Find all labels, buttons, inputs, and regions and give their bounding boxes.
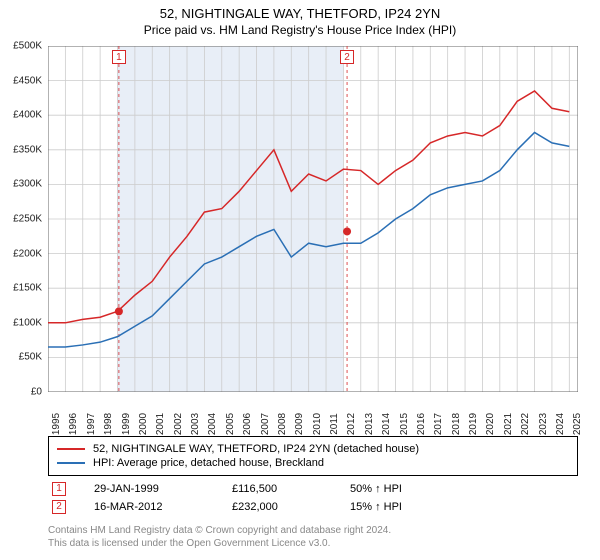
legend: 52, NIGHTINGALE WAY, THETFORD, IP24 2YN … [48, 436, 578, 476]
x-tick-label: 2021 [503, 413, 514, 435]
chart-title: 52, NIGHTINGALE WAY, THETFORD, IP24 2YN [0, 6, 600, 21]
x-tick-label: 2023 [538, 413, 549, 435]
y-tick-label: £200K [13, 248, 42, 259]
x-tick-label: 2016 [416, 413, 427, 435]
x-tick-label: 2009 [294, 413, 305, 435]
y-tick-label: £0 [31, 387, 42, 398]
sale-marker: 2 [340, 50, 354, 64]
legend-label: HPI: Average price, detached house, Brec… [93, 457, 324, 469]
y-tick-label: £100K [13, 317, 42, 328]
sale-marker: 1 [112, 50, 126, 64]
x-tick-label: 2004 [207, 413, 218, 435]
y-tick-label: £300K [13, 179, 42, 190]
data-point-delta: 50% ↑ HPI [350, 483, 402, 495]
x-tick-label: 2003 [190, 413, 201, 435]
legend-swatch [57, 462, 85, 464]
x-tick-label: 2018 [451, 413, 462, 435]
x-tick-label: 2011 [329, 413, 340, 435]
x-tick-label: 2002 [173, 413, 184, 435]
data-point-delta: 15% ↑ HPI [350, 501, 402, 513]
x-tick-label: 1997 [86, 413, 97, 435]
legend-swatch [57, 448, 85, 450]
sale-data-points: 1 29-JAN-1999 £116,500 50% ↑ HPI 2 16-MAR-201… [48, 478, 578, 518]
x-axis: 1995 1996 1997 1998 1999 2000 2001 2002 2003 2004… [48, 394, 578, 434]
legend-label: 52, NIGHTINGALE WAY, THETFORD, IP24 2YN … [93, 443, 419, 455]
credits-line-2: This data is licensed under the Open Gov… [48, 537, 578, 550]
credits-line-1: Contains HM Land Registry data © Crown c… [48, 524, 578, 537]
x-tick-label: 2013 [364, 413, 375, 435]
data-point-date: 16-MAR-2012 [94, 501, 204, 513]
x-tick-label: 2025 [572, 413, 583, 435]
x-tick-label: 2020 [485, 413, 496, 435]
y-tick-label: £50K [19, 352, 42, 363]
x-tick-label: 1999 [121, 413, 132, 435]
y-tick-label: £150K [13, 283, 42, 294]
credits: Contains HM Land Registry data © Crown c… [48, 524, 578, 550]
legend-row: 52, NIGHTINGALE WAY, THETFORD, IP24 2YN … [57, 443, 569, 455]
y-tick-label: £350K [13, 144, 42, 155]
y-axis: £0£50K£100K£150K£200K£250K£300K£350K£400… [0, 46, 46, 392]
x-tick-label: 1996 [68, 413, 79, 435]
data-point-price: £232,000 [232, 501, 322, 513]
x-tick-label: 2005 [225, 413, 236, 435]
x-tick-label: 2008 [277, 413, 288, 435]
y-tick-label: £400K [13, 110, 42, 121]
x-tick-label: 2007 [260, 413, 271, 435]
data-point-price: £116,500 [232, 483, 322, 495]
x-tick-label: 2006 [242, 413, 253, 435]
x-tick-label: 2019 [468, 413, 479, 435]
data-point-date: 29-JAN-1999 [94, 483, 204, 495]
x-tick-label: 2014 [381, 413, 392, 435]
data-point-marker: 2 [52, 500, 66, 514]
legend-row: HPI: Average price, detached house, Brec… [57, 457, 569, 469]
x-tick-label: 1998 [103, 413, 114, 435]
x-tick-label: 2001 [155, 413, 166, 435]
y-tick-label: £450K [13, 75, 42, 86]
x-tick-label: 2024 [555, 413, 566, 435]
x-tick-label: 1995 [51, 413, 62, 435]
y-tick-label: £500K [13, 41, 42, 52]
data-point-row: 2 16-MAR-2012 £232,000 15% ↑ HPI [48, 500, 578, 514]
x-tick-label: 2010 [312, 413, 323, 435]
data-point-row: 1 29-JAN-1999 £116,500 50% ↑ HPI [48, 482, 578, 496]
x-tick-label: 2000 [138, 413, 149, 435]
chart-plot-area: 12 [48, 46, 578, 392]
chart-subtitle: Price paid vs. HM Land Registry's House … [0, 23, 600, 37]
data-point-marker: 1 [52, 482, 66, 496]
x-tick-label: 2012 [346, 413, 357, 435]
y-tick-label: £250K [13, 214, 42, 225]
x-tick-label: 2017 [433, 413, 444, 435]
x-tick-label: 2015 [399, 413, 410, 435]
x-tick-label: 2022 [520, 413, 531, 435]
